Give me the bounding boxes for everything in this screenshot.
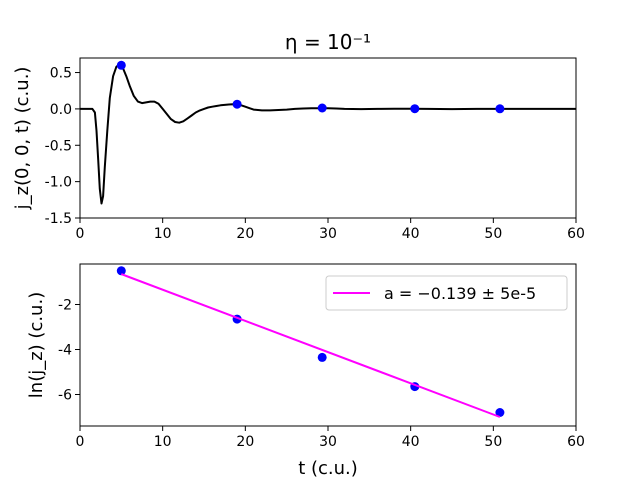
data-point-1-0-2	[317, 352, 327, 362]
y-tick-label-0-3: -1.0	[45, 175, 72, 191]
top-chart-title: η = 10⁻¹	[285, 30, 371, 54]
x-tick-label-0-1: 10	[154, 226, 172, 242]
top-y-ticks: 0.5 0.0 -0.5 -1.0 -1.5	[45, 66, 80, 227]
y-tick-label-0-2: -0.5	[45, 138, 72, 154]
y-tick-label-0-0: 0.5	[50, 66, 72, 82]
bottom-y-axis-label: ln(j_z) (c.u.)	[26, 292, 47, 398]
x-tick-label-0-6: 60	[567, 226, 585, 242]
y-tick-label-1-2: -6	[58, 388, 72, 404]
x-tick-label-1-4: 40	[402, 434, 420, 450]
series-line-0-0	[80, 63, 576, 205]
y-tick-label-0-4: -1.5	[45, 211, 72, 227]
bottom-x-ticks: 0 10 20 30 40 50 60	[76, 426, 585, 450]
series-line-1-1	[120, 273, 501, 418]
x-tick-label-0-0: 0	[76, 226, 85, 242]
bottom-y-ticks: -2 -4 -6	[58, 298, 80, 404]
bottom-x-axis-label: t (c.u.)	[298, 458, 358, 479]
y-tick-label-1-0: -2	[58, 298, 72, 314]
top-x-ticks: 0 10 20 30 40 50 60	[76, 218, 585, 242]
legend-label: a = −0.139 ± 5e-5	[384, 284, 536, 303]
data-point-0-1-2	[317, 103, 327, 113]
x-tick-label-0-5: 50	[484, 226, 502, 242]
x-tick-label-1-1: 10	[154, 434, 172, 450]
top-y-axis-label: j_z(0, 0, t) (c.u.)	[12, 67, 33, 211]
data-point-0-1-4	[495, 104, 505, 114]
x-tick-label-1-0: 0	[76, 434, 85, 450]
x-tick-label-1-3: 30	[319, 434, 337, 450]
data-point-0-1-3	[410, 104, 420, 114]
y-tick-label-1-1: -4	[58, 343, 72, 359]
y-tick-label-0-1: 0.0	[50, 102, 72, 118]
x-tick-label-1-2: 20	[236, 434, 254, 450]
x-tick-label-0-3: 30	[319, 226, 337, 242]
data-point-1-0-4	[495, 408, 505, 417]
x-tick-label-0-4: 40	[402, 226, 420, 242]
x-tick-label-0-2: 20	[236, 226, 254, 242]
x-tick-label-1-5: 50	[484, 434, 502, 450]
top-plot-area	[80, 60, 576, 205]
data-point-0-1-1	[232, 99, 242, 109]
legend: a = −0.139 ± 5e-5	[325, 275, 568, 311]
data-point-0-1-0	[116, 60, 126, 70]
legend-box	[325, 275, 568, 311]
bottom-plot-area	[116, 266, 505, 418]
top-chart: η = 10⁻¹ j_z(0, 0, t) (c.u.) 0 10 20 30 40 50…	[12, 30, 585, 242]
bottom-chart: 0 10 20 30 40 50 60 -2 -4 -6 ln(j_z) (c.u.) t (c…	[26, 263, 585, 479]
x-tick-label-1-6: 60	[567, 434, 585, 450]
data-point-1-0-0	[116, 266, 126, 276]
